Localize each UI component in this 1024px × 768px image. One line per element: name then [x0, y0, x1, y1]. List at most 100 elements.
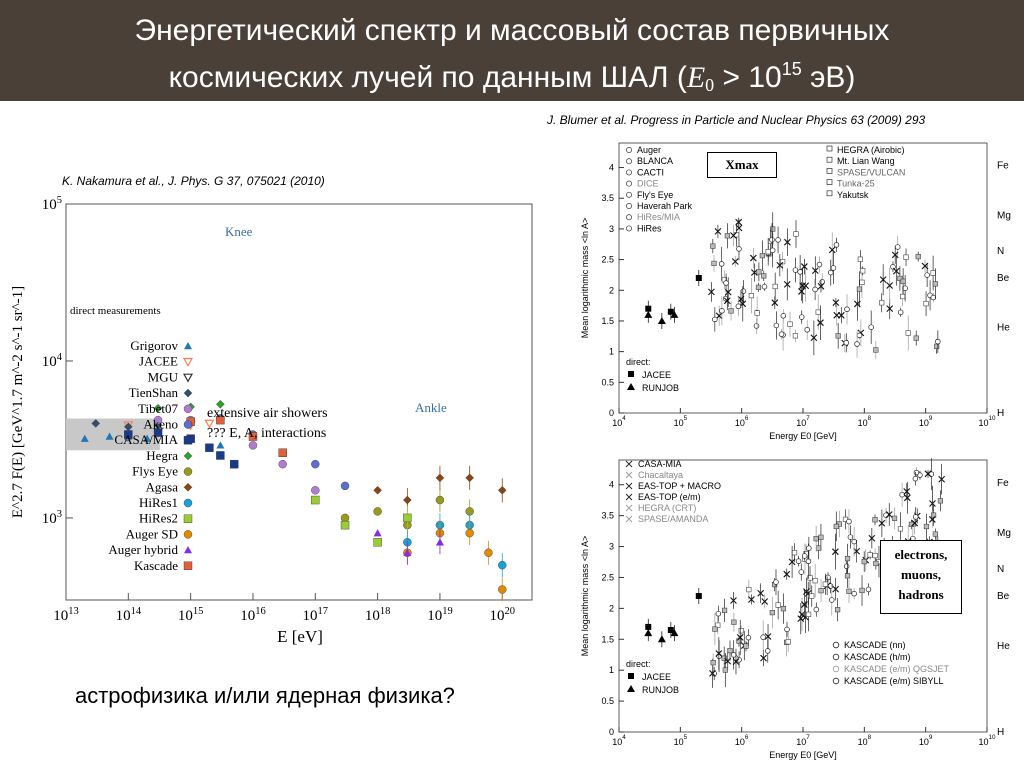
- data-point: [278, 448, 287, 457]
- y-tick-label: 2.5: [601, 572, 614, 582]
- data-point: [915, 253, 921, 260]
- data-point: [715, 312, 723, 320]
- data-point: [846, 518, 852, 525]
- data-point: [105, 432, 114, 440]
- legend-marker: [626, 180, 632, 187]
- bottom-question: астрофизика и/или ядерная физика?: [75, 683, 455, 708]
- data-point: [872, 517, 878, 523]
- data-point: [708, 288, 715, 296]
- knee-label: Knee: [225, 224, 253, 239]
- legend-marker: [626, 214, 632, 221]
- x-tick-label: 1010: [978, 415, 996, 428]
- data-point: [797, 615, 805, 622]
- data-point: [924, 470, 932, 478]
- data-point: [373, 507, 382, 516]
- data-point: [897, 526, 904, 532]
- legend-label: Mt. Lian Wang: [837, 156, 895, 166]
- data-point: [748, 292, 754, 299]
- legend-marker: [625, 460, 633, 468]
- data-point: [657, 316, 666, 324]
- legend-label: EAS-TOP (e/m): [638, 492, 701, 502]
- data-point: [798, 314, 805, 320]
- data-point: [755, 284, 762, 290]
- y-tick-label: 2.5: [601, 255, 614, 265]
- data-point: [775, 602, 781, 608]
- legend-label: Tunka-25: [837, 179, 875, 189]
- data-point: [886, 305, 894, 313]
- legend-label: HiRes/MIA: [637, 212, 680, 222]
- data-point: [498, 585, 507, 594]
- data-point: [854, 341, 860, 347]
- data-point: [873, 560, 879, 567]
- legend-marker: [182, 373, 194, 383]
- data-point: [657, 635, 666, 643]
- data-point: [124, 430, 133, 439]
- y-axis-label: E^2.7 F(E) [GeV^1.7 m^-2 s^-1 sr^-1]: [10, 286, 26, 518]
- x-tick-label: 1015: [178, 606, 204, 624]
- legend-marker: [832, 641, 840, 649]
- data-point: [816, 545, 822, 551]
- x-tick-label: 104: [612, 734, 626, 747]
- data-point: [851, 538, 857, 545]
- data-point: [435, 538, 444, 546]
- data-point: [935, 338, 941, 345]
- data-point: [735, 303, 742, 310]
- data-point: [921, 262, 929, 270]
- data-point: [644, 310, 653, 318]
- legend-label: Flys Eye: [132, 464, 178, 479]
- legend-marker: [184, 342, 192, 350]
- x-tick-label: 108: [858, 415, 872, 428]
- y-tick-label: 0: [609, 408, 614, 418]
- data-point: [807, 575, 813, 581]
- legend-marker: [826, 156, 833, 163]
- data-point: [465, 528, 474, 538]
- data-point: [216, 415, 225, 425]
- data-point: [928, 516, 936, 523]
- emh-label-line-3: hadrons: [898, 587, 944, 602]
- legend-marker: [627, 383, 635, 390]
- legend-label: Hegra: [146, 448, 178, 463]
- data-point: [857, 256, 863, 262]
- legend-label: HEGRA (Airobic): [837, 145, 905, 155]
- emh-label-line-1: electrons,: [894, 547, 948, 562]
- data-point: [835, 607, 841, 613]
- data-point: [793, 231, 799, 237]
- legend-label: SPASE/AMANDA: [638, 514, 708, 524]
- data-point: [806, 545, 812, 551]
- y-tick-label: 1.5: [601, 634, 614, 644]
- data-point: [760, 634, 766, 640]
- data-point: [695, 275, 702, 281]
- data-point: [715, 610, 722, 617]
- legend-marker: [183, 435, 193, 445]
- y-tick-label: 3.5: [601, 511, 614, 521]
- data-point: [805, 558, 812, 565]
- data-point: [715, 622, 721, 628]
- data-point: [340, 520, 350, 530]
- data-point: [248, 441, 258, 450]
- legend-marker: [184, 546, 192, 554]
- data-point: [912, 475, 919, 482]
- data-point: [731, 258, 739, 265]
- emh-label-line-2: muons,: [900, 567, 942, 582]
- data-point: [732, 658, 740, 665]
- data-point: [900, 278, 906, 284]
- data-point: [712, 626, 718, 632]
- data-point: [891, 515, 898, 521]
- legend-label: Chacaltaya: [638, 470, 683, 480]
- x-tick-label: 106: [735, 734, 749, 747]
- data-point: [903, 254, 909, 260]
- data-point: [153, 403, 163, 413]
- data-point: [772, 283, 778, 290]
- x-axis-label: Energy E0 [GeV]: [769, 431, 837, 441]
- data-point: [311, 486, 320, 495]
- data-point: [817, 282, 825, 290]
- y-tick-label: 104: [42, 352, 63, 370]
- data-point: [340, 481, 350, 491]
- data-point: [780, 259, 786, 265]
- data-point: [714, 227, 722, 235]
- data-point: [791, 550, 798, 556]
- y-tick-label: 2: [609, 285, 614, 295]
- y-tick-label: 1.5: [601, 316, 614, 326]
- data-point: [861, 559, 867, 565]
- x-tick-label: 1019: [427, 606, 453, 624]
